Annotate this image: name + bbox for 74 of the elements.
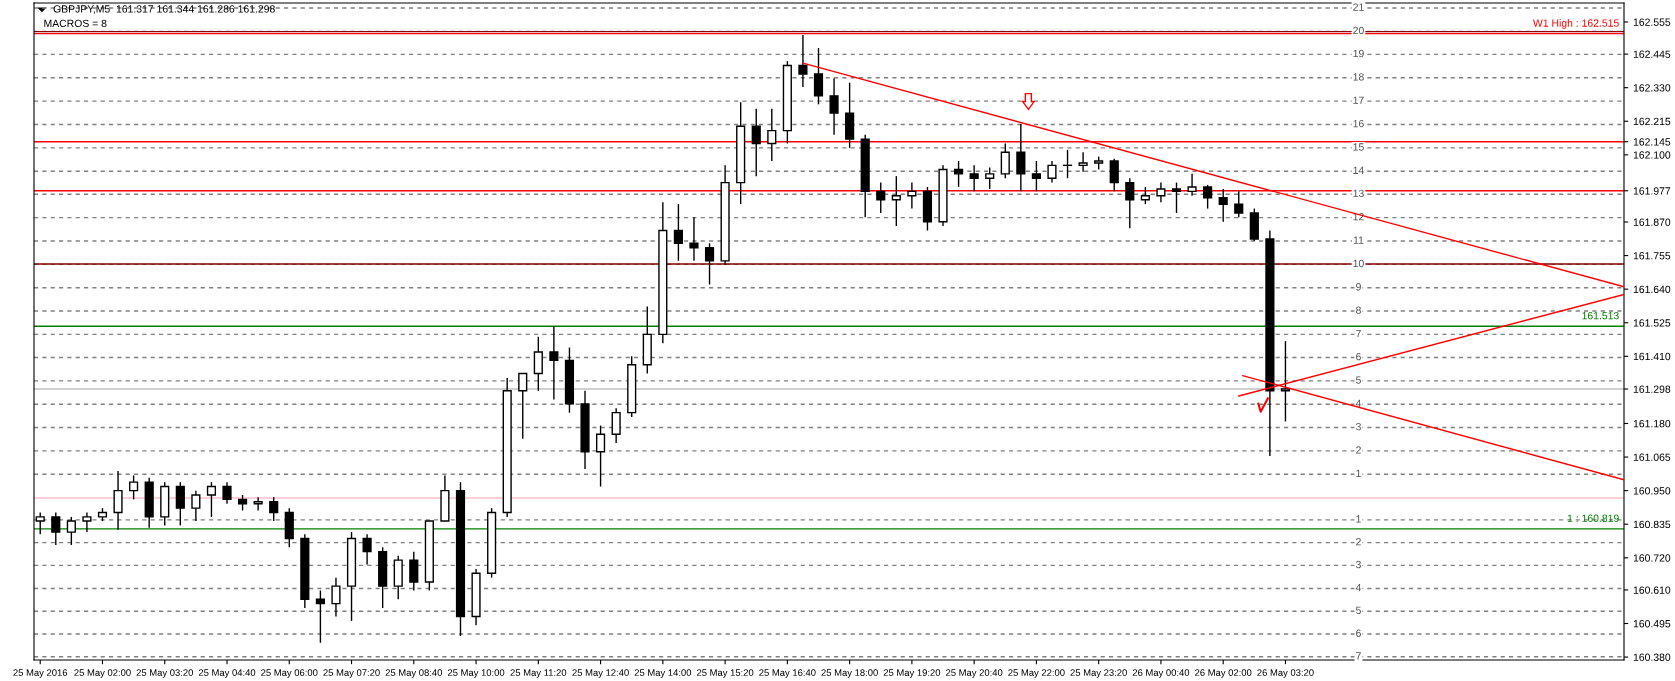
- annotation: 2: [1356, 538, 1361, 546]
- y-tick-label: 160.610: [1633, 586, 1671, 594]
- x-tick-label: 25 May 07:20: [323, 669, 380, 678]
- annotation: 9: [1356, 283, 1361, 291]
- y-tick-label: 161.640: [1633, 285, 1671, 294]
- x-tick-label: 25 May 19:20: [883, 669, 941, 678]
- annotation: 6: [1356, 629, 1361, 637]
- annotation: 4: [1355, 583, 1362, 592]
- annotation: 2: [1356, 446, 1361, 454]
- annotation: 6: [1356, 352, 1361, 361]
- annotation: 16: [1353, 119, 1364, 128]
- y-tick-label: 161.180: [1633, 419, 1671, 428]
- annotation: 13: [1353, 189, 1364, 198]
- annotation: 14: [1353, 166, 1364, 174]
- annotation: 1: [1356, 515, 1361, 523]
- x-tick-label: 25 May 2016: [13, 669, 68, 678]
- x-tick-label: 25 May 08:40: [385, 669, 443, 678]
- annotation: 17: [1353, 96, 1364, 104]
- y-tick-label: 162.100: [1633, 151, 1671, 159]
- y-tick-label: 160.835: [1633, 520, 1671, 529]
- annotation: MACROS = 8: [44, 19, 107, 28]
- annotation: 7: [1356, 329, 1361, 338]
- x-tick-label: 25 May 20:40: [946, 669, 1003, 678]
- annotation: 4: [1355, 399, 1362, 407]
- annotation: 7: [1356, 652, 1361, 660]
- ref-line-label: 1 : 160.819: [1567, 514, 1619, 522]
- annotation: 11: [1353, 236, 1364, 244]
- y-tick-label: 162.555: [1633, 18, 1671, 26]
- y-tick-label: 161.870: [1633, 218, 1671, 226]
- annotation: 5: [1355, 606, 1361, 615]
- annotation: 3: [1355, 560, 1361, 569]
- annotation: 8: [1356, 306, 1361, 314]
- x-tick-label: 26 May 03:20: [1257, 669, 1314, 678]
- y-tick-label: 162.445: [1633, 50, 1671, 58]
- ref-line-label: 161.513: [1582, 311, 1619, 320]
- annotation: 21: [1353, 3, 1364, 11]
- y-tick-label: 161.410: [1633, 352, 1671, 361]
- annotation: 18: [1353, 73, 1364, 81]
- x-tick-label: 25 May 11:20: [510, 669, 567, 678]
- chart-title: GBPJPY,M5 161.317 161.344 161.286 161.298: [53, 5, 275, 14]
- x-tick-label: 25 May 03:20: [136, 669, 193, 678]
- y-tick-label: 161.065: [1633, 453, 1671, 461]
- x-tick-label: 26 May 02:00: [1195, 669, 1252, 678]
- x-tick-label: 25 May 10:00: [447, 669, 505, 678]
- x-tick-label: 26 May 00:40: [1132, 669, 1190, 678]
- x-tick-label: 25 May 02:00: [74, 669, 131, 678]
- y-tick-label: 162.215: [1633, 117, 1671, 126]
- x-tick-label: 25 May 14:00: [634, 669, 692, 678]
- ref-line-label: W1 High : 162.515: [1533, 19, 1619, 29]
- y-tick-label: 161.525: [1633, 319, 1671, 327]
- y-tick-label: 161.298: [1633, 385, 1671, 393]
- annotation: 5: [1355, 376, 1361, 384]
- x-tick-label: 25 May 23:20: [1070, 669, 1127, 678]
- annotation: 3: [1355, 422, 1361, 431]
- y-tick-label: 162.330: [1633, 84, 1671, 92]
- y-tick-label: 161.977: [1633, 187, 1671, 195]
- annotation: 15: [1353, 143, 1364, 151]
- y-tick-label: 162.145: [1633, 138, 1671, 146]
- y-tick-label: 161.755: [1633, 252, 1671, 260]
- x-tick-label: 25 May 12:40: [572, 669, 629, 678]
- x-tick-label: 25 May 16:40: [759, 669, 816, 678]
- y-tick-label: 160.380: [1633, 653, 1671, 661]
- y-tick-label: 160.950: [1633, 487, 1671, 495]
- annotation: 1: [1356, 469, 1361, 477]
- annotation: 20: [1353, 26, 1364, 35]
- x-tick-label: 25 May 06:00: [261, 669, 318, 678]
- y-tick-label: 160.720: [1633, 554, 1671, 562]
- annotation: 12: [1353, 213, 1364, 221]
- x-tick-label: 25 May 18:00: [821, 669, 878, 678]
- x-tick-label: 25 May 15:20: [696, 669, 754, 678]
- y-tick-label: 160.495: [1633, 620, 1671, 628]
- x-tick-label: 25 May 04:40: [198, 669, 256, 678]
- annotation: 19: [1353, 49, 1364, 58]
- x-tick-label: 25 May 22:00: [1008, 669, 1065, 678]
